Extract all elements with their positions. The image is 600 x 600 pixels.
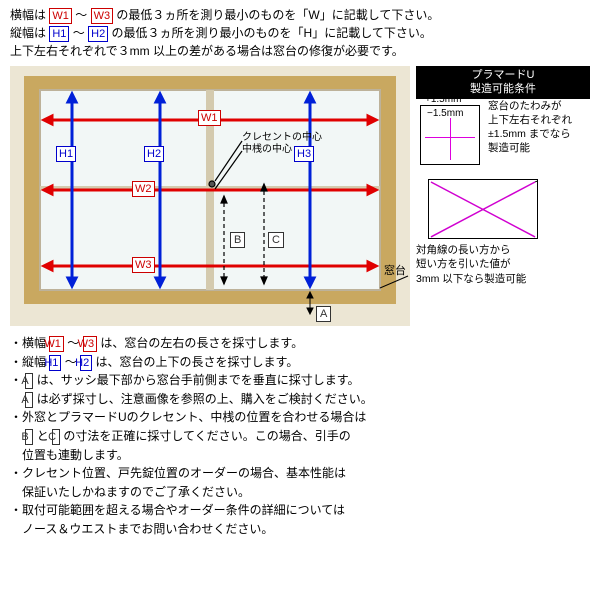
b2h2: H2 [80, 355, 92, 371]
lab-H1: H1 [56, 146, 76, 162]
window-diagram: W1 W2 W3 H1 H2 H3 B C A クレセントの中心 中桟の中心 窓… [10, 66, 410, 326]
intro-2b: の最低３ヵ所を測り最小のものを「H」に記載して下さい。 [112, 26, 432, 40]
intro-t1: 〜 [75, 8, 87, 22]
bullet-list: ・横幅 W1 〜 W3 は、窓台の左右の長さを採寸します。 ・縦幅 H1 〜 H… [10, 334, 590, 539]
intro-2a: 縦幅は [10, 26, 46, 40]
lab-W1: W1 [198, 110, 221, 126]
b2a: ・縦幅 [10, 355, 46, 369]
lab-W2: W2 [132, 181, 155, 197]
tolerance-box: +1.5mm −1.5mm [420, 105, 480, 165]
b3b: は、サッシ最下部から窓台手前側までを垂直に採寸します。 [37, 373, 360, 387]
intro-1b: の最低３ヵ所を測り最小のものを「W」に記載して下さい。 [116, 8, 439, 22]
b11: ノース＆ウエストまでお問い合わせください。 [10, 520, 590, 539]
b2b: は、窓台の上下の長さを採寸します。 [96, 355, 299, 369]
lab-H2: H2 [144, 146, 164, 162]
b3A: A [25, 373, 33, 389]
tt2: 上下左右それぞれ [488, 113, 572, 127]
crescent-line2: 中桟の中心 [242, 144, 322, 156]
lab-A: A [316, 306, 331, 322]
b4A: A [25, 392, 33, 408]
b10: ・取付可能範囲を超える場合やオーダー条件の詳細については [10, 501, 590, 520]
dt2: 短い方を引いた値が [416, 257, 590, 272]
intro-t2: 〜 [73, 26, 85, 40]
madodai-label: 窓台 [384, 262, 406, 278]
b4a [10, 392, 22, 406]
tt1: 窓台のたわみが [488, 99, 572, 113]
label-w3: W3 [91, 8, 114, 24]
intro-1a: 横幅は [10, 8, 46, 22]
tt3: ±1.5mm までなら [488, 127, 572, 141]
b3a: ・ [10, 373, 22, 387]
lab-W3: W3 [132, 257, 155, 273]
b9: 保証いたしかねますのでご了承ください。 [10, 483, 590, 502]
side-title-1: プラマードU [416, 68, 590, 82]
dt3: 3mm 以下なら製造可能 [416, 272, 590, 287]
label-h2: H2 [88, 26, 108, 42]
b6and: と [37, 429, 49, 443]
tt4: 製造可能 [488, 141, 572, 155]
b1w1: W1 [49, 336, 64, 352]
tol-top: +1.5mm [425, 94, 461, 105]
b8: ・クレセント位置、戸先錠位置のオーダーの場合、基本性能は [10, 464, 590, 483]
b2h1: H1 [49, 355, 61, 371]
tol-text: 窓台のたわみが 上下左右それぞれ ±1.5mm までなら 製造可能 [488, 99, 572, 156]
b6b: の寸法を正確に採寸してください。この場合、引手の [63, 429, 350, 443]
lab-C: C [268, 232, 284, 248]
lab-B: B [230, 232, 245, 248]
b6C: C [52, 429, 60, 445]
label-h1: H1 [49, 26, 69, 42]
b6B: B [25, 429, 33, 445]
b1a: ・横幅 [10, 336, 46, 350]
main-row: W1 W2 W3 H1 H2 H3 B C A クレセントの中心 中桟の中心 窓… [10, 66, 590, 326]
diagonal-box [428, 179, 538, 239]
b6a [10, 429, 22, 443]
label-w1: W1 [49, 8, 72, 24]
dt1: 対角線の長い方から [416, 243, 590, 258]
b5: ・外窓とプラマードUのクレセント、中桟の位置を合わせる場合は [10, 408, 590, 427]
crescent-line1: クレセントの中心 [242, 132, 322, 144]
b7: 位置も連動します。 [10, 446, 590, 465]
diag-text: 対角線の長い方から 短い方を引いた値が 3mm 以下なら製造可能 [416, 243, 590, 287]
b1b: は、窓台の左右の長さを採寸します。 [100, 336, 303, 350]
b4b: は必ず採寸し、注意画像を参照の上、購入をご検討ください。 [37, 392, 373, 406]
side-panel: プラマードU 製造可能条件 +1.5mm −1.5mm 窓台のたわみが 上下左右… [416, 66, 590, 326]
b1w3: W3 [83, 336, 98, 352]
intro-3: 上下左右それぞれで３mm 以上の差がある場合は窓台の修復が必要です。 [10, 42, 590, 60]
intro-text: 横幅は W1 〜 W3 の最低３ヵ所を測り最小のものを「W」に記載して下さい。 … [10, 6, 590, 60]
crescent-callout: クレセントの中心 中桟の中心 [242, 132, 322, 156]
